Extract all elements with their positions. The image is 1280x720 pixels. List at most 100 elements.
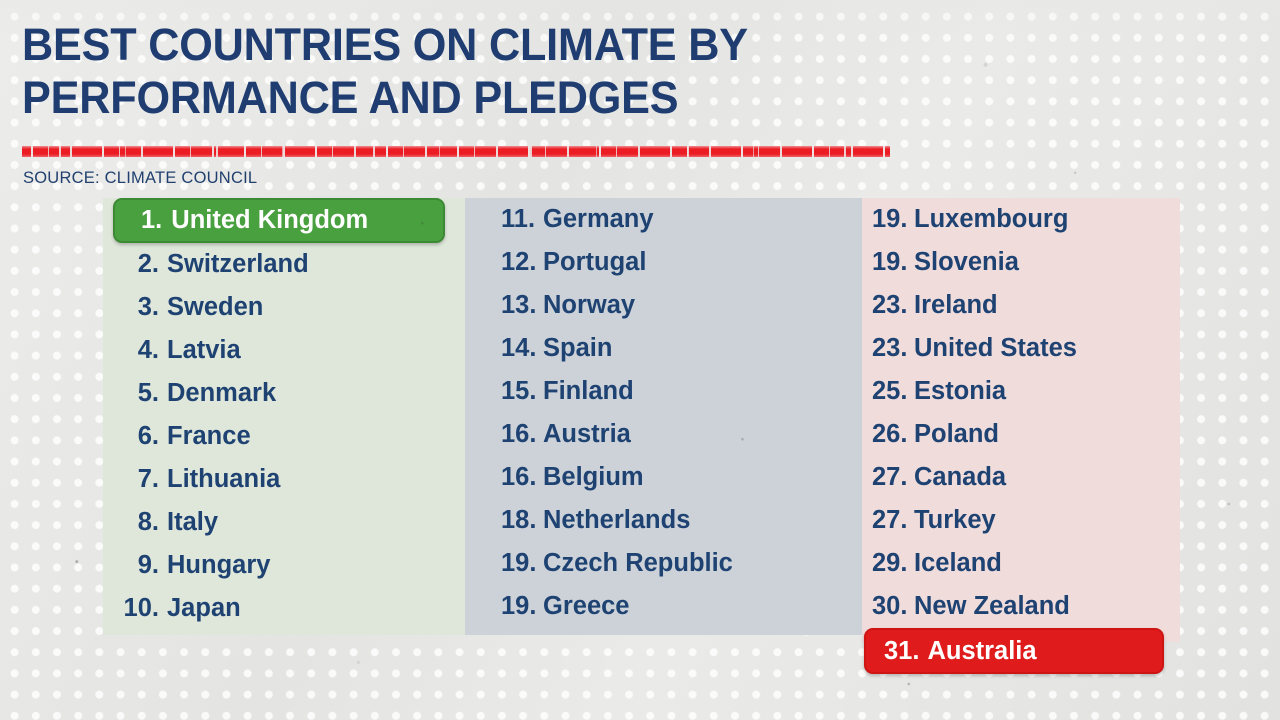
country-name: Norway bbox=[543, 291, 636, 319]
ranking-position: 2. bbox=[137, 250, 159, 278]
ranking-row-highlighted: 31. Australia bbox=[864, 628, 1164, 674]
country-name: Australia bbox=[927, 636, 1037, 665]
country-name: Japan bbox=[167, 594, 241, 622]
ranking-row: 23. United States bbox=[862, 327, 1180, 370]
ranking-position: 12. bbox=[501, 248, 537, 276]
ranking-position: 5. bbox=[137, 379, 159, 407]
panel-column-3 bbox=[862, 198, 1180, 642]
country-name: Ireland bbox=[914, 291, 998, 319]
ranking-position: 4. bbox=[137, 336, 159, 364]
ranking-position: 16. bbox=[501, 420, 537, 448]
ranking-position: 1. bbox=[141, 206, 163, 234]
ranking-position: 9. bbox=[137, 551, 159, 579]
ranking-row: 15. Finland bbox=[465, 370, 862, 413]
ranking-row: 16. Belgium bbox=[465, 456, 862, 499]
ranking-row: 7. Lithuania bbox=[103, 458, 465, 501]
country-name: Germany bbox=[543, 205, 654, 233]
ranking-position: 3. bbox=[137, 293, 159, 321]
country-name: Iceland bbox=[914, 549, 1002, 577]
ranking-row: 19. Luxembourg bbox=[862, 198, 1180, 241]
ranking-position: 6. bbox=[137, 422, 159, 450]
ranking-position: 26. bbox=[872, 420, 908, 448]
country-name: New Zealand bbox=[914, 592, 1070, 620]
page-title: BEST COUNTRIES ON CLIMATE BY PERFORMANCE… bbox=[22, 18, 1022, 124]
ranking-row: 6. France bbox=[103, 415, 465, 458]
ranking-position: 8. bbox=[137, 508, 159, 536]
ranking-row: 18. Netherlands bbox=[465, 499, 862, 542]
panel-column-2 bbox=[465, 198, 862, 635]
country-name: Lithuania bbox=[167, 465, 281, 493]
ranking-position: 10. bbox=[123, 594, 159, 622]
ranking-row: 2. Switzerland bbox=[103, 243, 465, 286]
title-line-2: PERFORMANCE AND PLEDGES bbox=[22, 72, 679, 123]
ranking-position: 27. bbox=[872, 506, 908, 534]
ranking-column-3: 19. Luxembourg 19. Slovenia 23. Ireland 23. Uni… bbox=[862, 198, 1180, 674]
country-name: United Kingdom bbox=[171, 206, 369, 234]
country-name: Finland bbox=[543, 377, 634, 405]
panel-column-1 bbox=[103, 198, 465, 635]
country-name: Denmark bbox=[167, 379, 277, 407]
ranking-row: 30. New Zealand bbox=[862, 585, 1180, 628]
ranking-row: 23. Ireland bbox=[862, 284, 1180, 327]
country-name: France bbox=[167, 422, 251, 450]
ranking-position: 18. bbox=[501, 506, 537, 534]
ranking-position: 23. bbox=[872, 334, 908, 362]
ranking-position: 30. bbox=[872, 592, 908, 620]
country-name: Austria bbox=[543, 420, 631, 448]
ranking-row: 19. Greece bbox=[465, 585, 862, 628]
ranking-column-2: 11. Germany 12. Portugal 13. Norway 14. Spain 15… bbox=[465, 198, 862, 628]
country-name: United States bbox=[914, 334, 1077, 362]
ranking-row: 11. Germany bbox=[465, 198, 862, 241]
source-attribution: SOURCE: CLIMATE COUNCIL bbox=[23, 168, 258, 187]
title-line-1: BEST COUNTRIES ON CLIMATE BY bbox=[22, 19, 748, 70]
ranking-row: 3. Sweden bbox=[103, 286, 465, 329]
ranking-row: 9. Hungary bbox=[103, 544, 465, 587]
ranking-position: 7. bbox=[137, 465, 159, 493]
ranking-position: 19. bbox=[501, 592, 537, 620]
country-name: Slovenia bbox=[914, 248, 1019, 276]
country-name: Spain bbox=[543, 334, 613, 362]
ranking-position: 13. bbox=[501, 291, 537, 319]
ranking-position: 15. bbox=[501, 377, 537, 405]
ranking-position: 19. bbox=[872, 248, 908, 276]
country-name: Luxembourg bbox=[914, 205, 1069, 233]
ranking-row: 29. Iceland bbox=[862, 542, 1180, 585]
ranking-row: 19. Czech Republic bbox=[465, 542, 862, 585]
country-name: Poland bbox=[914, 420, 1000, 448]
ranking-row: 16. Austria bbox=[465, 413, 862, 456]
ranking-row: 27. Turkey bbox=[862, 499, 1180, 542]
country-name: Sweden bbox=[167, 293, 264, 321]
country-name: Czech Republic bbox=[543, 549, 733, 577]
country-name: Belgium bbox=[543, 463, 644, 491]
country-name: Estonia bbox=[914, 377, 1007, 405]
ranking-position: 23. bbox=[872, 291, 908, 319]
ranking-row: 13. Norway bbox=[465, 284, 862, 327]
country-name: Turkey bbox=[914, 506, 996, 534]
ranking-position: 11. bbox=[501, 205, 536, 233]
ranking-position: 14. bbox=[501, 334, 537, 362]
ranking-position: 16. bbox=[501, 463, 537, 491]
ranking-row-highlighted: 1. United Kingdom bbox=[113, 198, 445, 243]
ranking-row: 14. Spain bbox=[465, 327, 862, 370]
ranking-row: 10. Japan bbox=[103, 587, 465, 630]
ranking-position: 31. bbox=[884, 636, 920, 665]
ranking-position: 27. bbox=[872, 463, 908, 491]
ranking-position: 19. bbox=[872, 205, 908, 233]
country-name: Hungary bbox=[167, 551, 271, 579]
ranking-column-1: 1. United Kingdom 2. Switzerland 3. Sweden 4. L… bbox=[103, 198, 465, 630]
country-name: Latvia bbox=[167, 336, 241, 364]
country-name: Switzerland bbox=[167, 250, 309, 278]
ranking-position: 25. bbox=[872, 377, 908, 405]
ranking-row: 4. Latvia bbox=[103, 329, 465, 372]
country-name: Italy bbox=[167, 508, 219, 536]
ranking-row: 8. Italy bbox=[103, 501, 465, 544]
ranking-row: 26. Poland bbox=[862, 413, 1180, 456]
ranking-position: 19. bbox=[501, 549, 537, 577]
ranking-row: 12. Portugal bbox=[465, 241, 862, 284]
ranking-position: 29. bbox=[872, 549, 908, 577]
ranking-row: 27. Canada bbox=[862, 456, 1180, 499]
ranking-row: 25. Estonia bbox=[862, 370, 1180, 413]
ranking-row: 19. Slovenia bbox=[862, 241, 1180, 284]
red-divider-rule bbox=[22, 146, 890, 157]
